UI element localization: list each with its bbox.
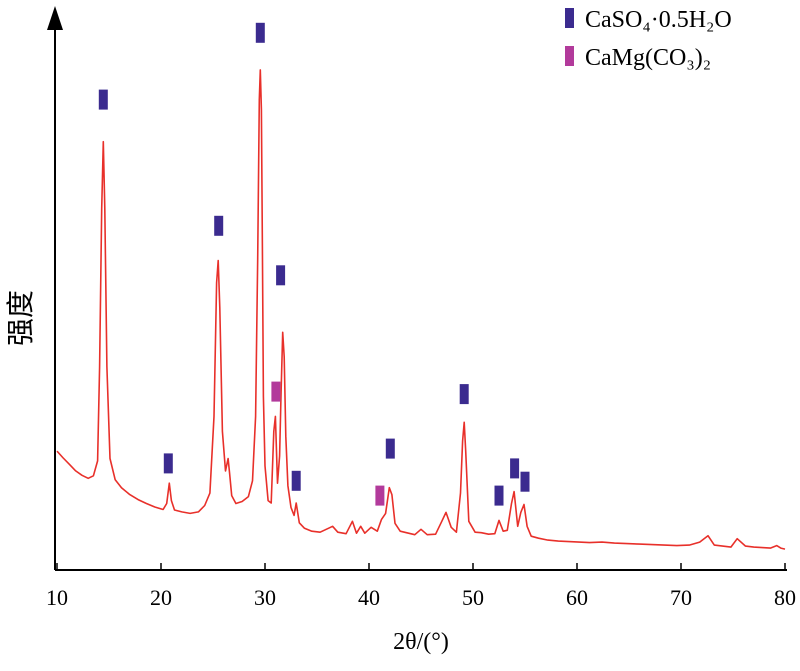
- phase-marker-9: [459, 384, 469, 405]
- x-tick-labels: 10 20 30 40 50 60 70 80: [46, 585, 796, 610]
- x-ticks: [56, 563, 786, 570]
- phase-marker-1: [163, 453, 173, 474]
- x-tick-label-60: 60: [566, 585, 588, 610]
- x-tick-label-40: 40: [358, 585, 380, 610]
- x-tick-label-30: 30: [254, 585, 276, 610]
- legend-label-casulfate: CaSO₄·0.5H₂O: [585, 7, 732, 33]
- phase-marker-4: [276, 265, 286, 286]
- x-tick-label-70: 70: [670, 585, 692, 610]
- phase-marker-11: [510, 458, 520, 479]
- x-tick-label-80: 80: [774, 585, 796, 610]
- phase-marker-5: [271, 381, 281, 402]
- phase-marker-10: [494, 485, 504, 506]
- x-tick-label-20: 20: [150, 585, 172, 610]
- phase-marker-7: [375, 485, 385, 506]
- phase-markers: [98, 22, 530, 506]
- legend-swatch-camgcarbonate: [565, 46, 574, 66]
- phase-marker-6: [291, 470, 301, 491]
- phase-marker-12: [520, 471, 530, 492]
- legend-label-camgcarbonate: CaMg(CO₃)₂: [585, 45, 711, 71]
- y-axis-title: 强度: [4, 290, 37, 346]
- phase-marker-3: [255, 22, 265, 43]
- x-tick-label-50: 50: [462, 585, 484, 610]
- phase-marker-0: [98, 89, 108, 110]
- x-tick-label-10: 10: [46, 585, 68, 610]
- legend-swatch-casulfate: [565, 8, 574, 28]
- phase-marker-8: [385, 438, 395, 459]
- phase-marker-2: [214, 215, 224, 236]
- y-axis-arrow-icon: [47, 6, 63, 30]
- series-line: [56, 69, 786, 550]
- x-axis-title: 2θ/(°): [393, 629, 449, 655]
- legend: CaSO₄·0.5H₂O CaMg(CO₃)₂: [565, 7, 732, 71]
